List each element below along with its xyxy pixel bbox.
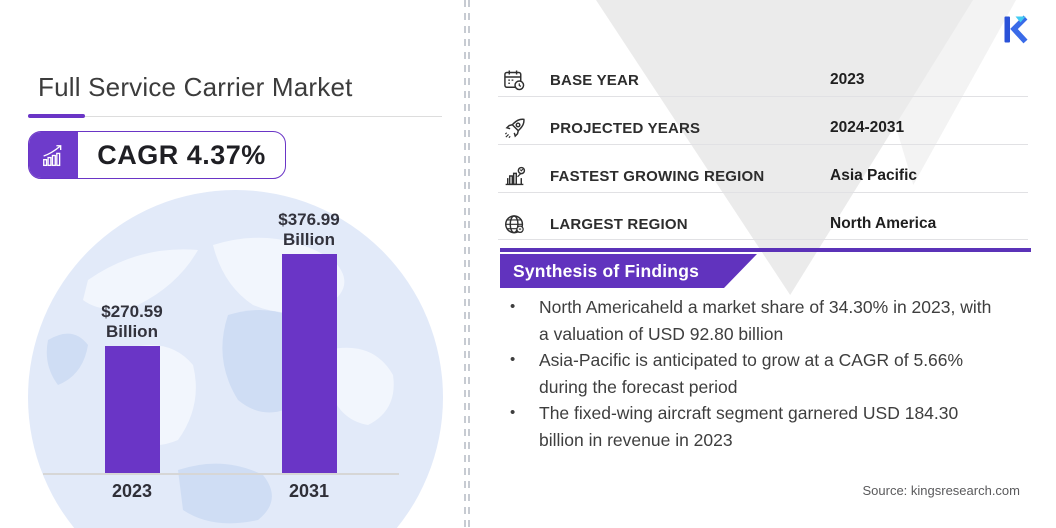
bar-group-2023: $270.59 Billion [72,302,192,473]
content-divider-2 [468,0,470,528]
fact-value: 2024-2031 [830,119,905,136]
title-underline [28,116,442,117]
bar-x-label: 2031 [288,481,330,501]
fact-row-largest-region: LARGEST REGION North America [498,211,1030,237]
bullet-item: • Asia-Pacific is anticipated to grow at… [508,347,1018,400]
fact-value: 2023 [830,71,865,88]
fact-separator [498,192,1028,193]
bullet-text: North Americaheld a market share of 34.3… [539,297,992,344]
bullet-marker: • [510,351,516,369]
fact-separator [498,144,1028,145]
fact-value: Asia Pacific [830,167,918,184]
fact-value: North America [830,215,937,232]
fact-label: BASE YEAR [550,71,640,89]
bar [281,254,337,473]
bullet-text: Asia-Pacific is anticipated to grow at a… [539,350,964,397]
fact-label: FASTEST GROWING REGION [550,167,765,185]
synthesis-heading: Synthesis of Findings [513,260,700,281]
synthesis-top-rule [500,248,1031,252]
growth-trend-icon [29,132,78,178]
bar [104,346,160,473]
content-divider [464,0,466,528]
synthesis-heading-banner: Synthesis of Findings [500,254,757,288]
source-attribution: Source: kingsresearch.com [862,483,1020,498]
bar-chart: $270.59 Billion 2023 $376.99 Billion 2031 [0,0,466,528]
cagr-badge: CAGR 4.37% [28,131,286,179]
fact-row-fastest-growing-region: FASTEST GROWING REGION Asia Pacific [498,163,1030,189]
globe-icon [501,211,527,237]
fact-row-base-year: BASE YEAR 2023 [498,67,1030,93]
fact-label: PROJECTED YEARS [550,119,701,137]
title-underline-accent [28,114,85,118]
bar-x-label: 2023 [111,481,153,501]
fact-label: LARGEST REGION [550,215,688,233]
bar-value-label: $270.59 Billion [101,302,163,341]
fact-separator [498,239,1028,240]
rocket-icon [501,115,527,141]
page-title: Full Service Carrier Market [38,72,353,102]
bar-value-label: $376.99 Billion [278,210,340,249]
growth-region-icon [501,163,527,189]
bullet-marker: • [510,404,516,422]
cagr-value: CAGR 4.37% [97,139,266,170]
fact-row-projected-years: PROJECTED YEARS 2024-2031 [498,115,1030,141]
fact-separator [498,96,1028,97]
synthesis-bullet-list: • North Americaheld a market share of 34… [508,294,1018,454]
calendar-clock-icon [501,67,527,93]
bullet-text: The fixed-wing aircraft segment garnered… [539,403,959,450]
bar-group-2031: $376.99 Billion [249,210,369,473]
chart-axis-line [43,473,399,475]
bullet-marker: • [510,298,516,315]
bullet-item: • The fixed-wing aircraft segment garner… [508,400,1018,453]
bullet-item: • North Americaheld a market share of 34… [508,294,1018,347]
kings-research-k-logo [1002,14,1032,46]
